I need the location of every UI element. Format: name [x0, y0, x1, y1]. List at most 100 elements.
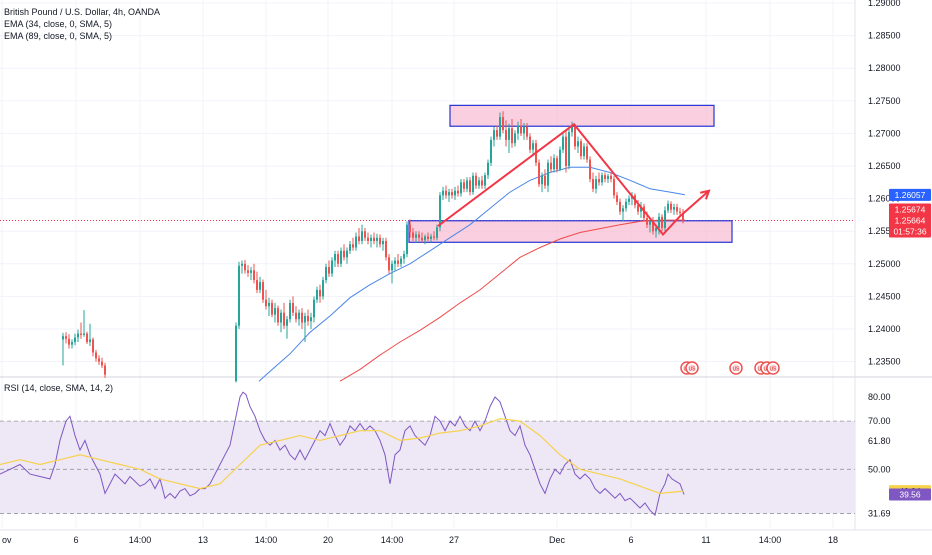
- candle-body: [80, 333, 82, 335]
- candle-body: [484, 175, 486, 186]
- us-flag-event-icon[interactable]: US: [685, 361, 699, 375]
- candle-body: [610, 175, 612, 180]
- candle-up: [673, 203, 675, 215]
- candle-body: [241, 263, 243, 266]
- time-axis[interactable]: ov 6 14:00 13 14:00 20 14:00 27 Dec 6 11 14:00 18: [2, 535, 838, 545]
- rsi-value-tag[interactable]: 39.56: [889, 488, 931, 501]
- candle-up: [559, 146, 561, 172]
- candle-up: [403, 250, 405, 264]
- candle-body: [313, 299, 315, 318]
- candle-down: [445, 185, 447, 199]
- candle-body: [640, 206, 642, 212]
- candle-down: [271, 299, 273, 318]
- us-flag-event-icon[interactable]: US: [766, 361, 780, 375]
- candle-body: [673, 207, 675, 210]
- candle-body: [604, 175, 606, 180]
- candle-body: [457, 190, 459, 194]
- price-tag[interactable]: 1.25674: [889, 203, 931, 216]
- candle-up: [62, 332, 64, 366]
- pattern-line[interactable]: [437, 122, 681, 237]
- price-axis[interactable]: 1.29000 1.28500 1.28000 1.27500 1.27000 1.265…: [868, 0, 931, 367]
- candle-body: [544, 175, 546, 186]
- arrow-head-icon[interactable]: [699, 189, 711, 200]
- candle-body: [511, 128, 513, 144]
- time-tick-label: 14:00: [255, 535, 278, 545]
- candle-down: [619, 198, 621, 215]
- candle-down: [412, 227, 414, 241]
- candle-up: [667, 200, 669, 213]
- candle-up: [583, 143, 585, 160]
- candle-body: [262, 282, 264, 300]
- candle-up: [71, 339, 73, 349]
- candle-down: [463, 179, 465, 193]
- ema89-legend[interactable]: EMA (89, close, 0, SMA, 5): [4, 31, 113, 41]
- candle-up: [280, 309, 282, 333]
- economic-events[interactable]: USUSUSUSUSUS: [680, 361, 780, 375]
- candle-up: [391, 260, 393, 284]
- price-tick-label: 1.24500: [868, 291, 901, 301]
- candle-body: [292, 302, 294, 313]
- candle-body: [679, 211, 681, 213]
- candle-up: [376, 233, 378, 248]
- candle-up: [370, 234, 372, 248]
- candle-body: [664, 210, 666, 228]
- candle-body: [568, 132, 570, 166]
- ema34-legend[interactable]: EMA (34, close, 0, SMA, 5): [4, 19, 113, 29]
- candle-up: [517, 121, 519, 140]
- candle-body: [493, 130, 495, 140]
- price-tag[interactable]: 1.26057: [889, 188, 931, 201]
- candle-body: [499, 117, 501, 137]
- candle-up: [562, 133, 564, 153]
- candle-up: [487, 159, 489, 180]
- candle-body: [268, 302, 270, 307]
- candle-body: [646, 218, 648, 225]
- price-tag-bg: [889, 203, 931, 216]
- us-flag-event-icon[interactable]: US: [729, 361, 743, 375]
- arrow-shaft[interactable]: [679, 190, 710, 217]
- chart-title[interactable]: British Pound / U.S. Dollar, 4h, OANDA: [4, 7, 161, 17]
- candle-down: [364, 227, 366, 241]
- candle-down: [610, 172, 612, 183]
- candle-down: [92, 337, 94, 357]
- candle-up: [622, 205, 624, 222]
- rsi-legend[interactable]: RSI (14, close, SMA, 14, 2): [4, 383, 114, 393]
- candle-body: [595, 179, 597, 189]
- candle-body: [95, 352, 97, 359]
- candle-up: [259, 276, 261, 294]
- candle-body: [310, 317, 312, 322]
- time-tick-label: 14:00: [129, 535, 152, 545]
- candle-up: [340, 247, 342, 268]
- candle-body: [559, 149, 561, 170]
- price-tag[interactable]: 1.25664: [889, 214, 931, 227]
- candle-down: [565, 130, 567, 173]
- candle-body: [256, 280, 258, 290]
- candle-down: [418, 231, 420, 241]
- candle-body: [526, 126, 528, 137]
- candle-down: [421, 232, 423, 243]
- candle-down: [586, 143, 588, 163]
- candle-down: [505, 120, 507, 147]
- time-tick-label: 20: [323, 535, 333, 545]
- event-label: US: [689, 367, 697, 373]
- candle-down: [676, 203, 678, 215]
- candle-body: [244, 263, 246, 271]
- candle-body: [649, 221, 651, 225]
- price-tag[interactable]: 01:57:36: [889, 225, 931, 238]
- candle-down: [433, 231, 435, 241]
- rsi-tag-text: 39.56: [899, 489, 921, 499]
- candle-down: [307, 309, 309, 326]
- candle-up: [553, 154, 555, 173]
- candle-body: [550, 162, 552, 170]
- candle-body: [83, 333, 85, 335]
- pattern-drawing[interactable]: [437, 122, 711, 237]
- candle-down: [682, 209, 684, 224]
- candle-up: [571, 121, 573, 137]
- price-tick-label: 1.28500: [868, 31, 901, 41]
- candle-up: [607, 173, 609, 183]
- candle-down: [409, 219, 411, 238]
- candle-down: [613, 175, 615, 199]
- candle-body: [235, 325, 237, 382]
